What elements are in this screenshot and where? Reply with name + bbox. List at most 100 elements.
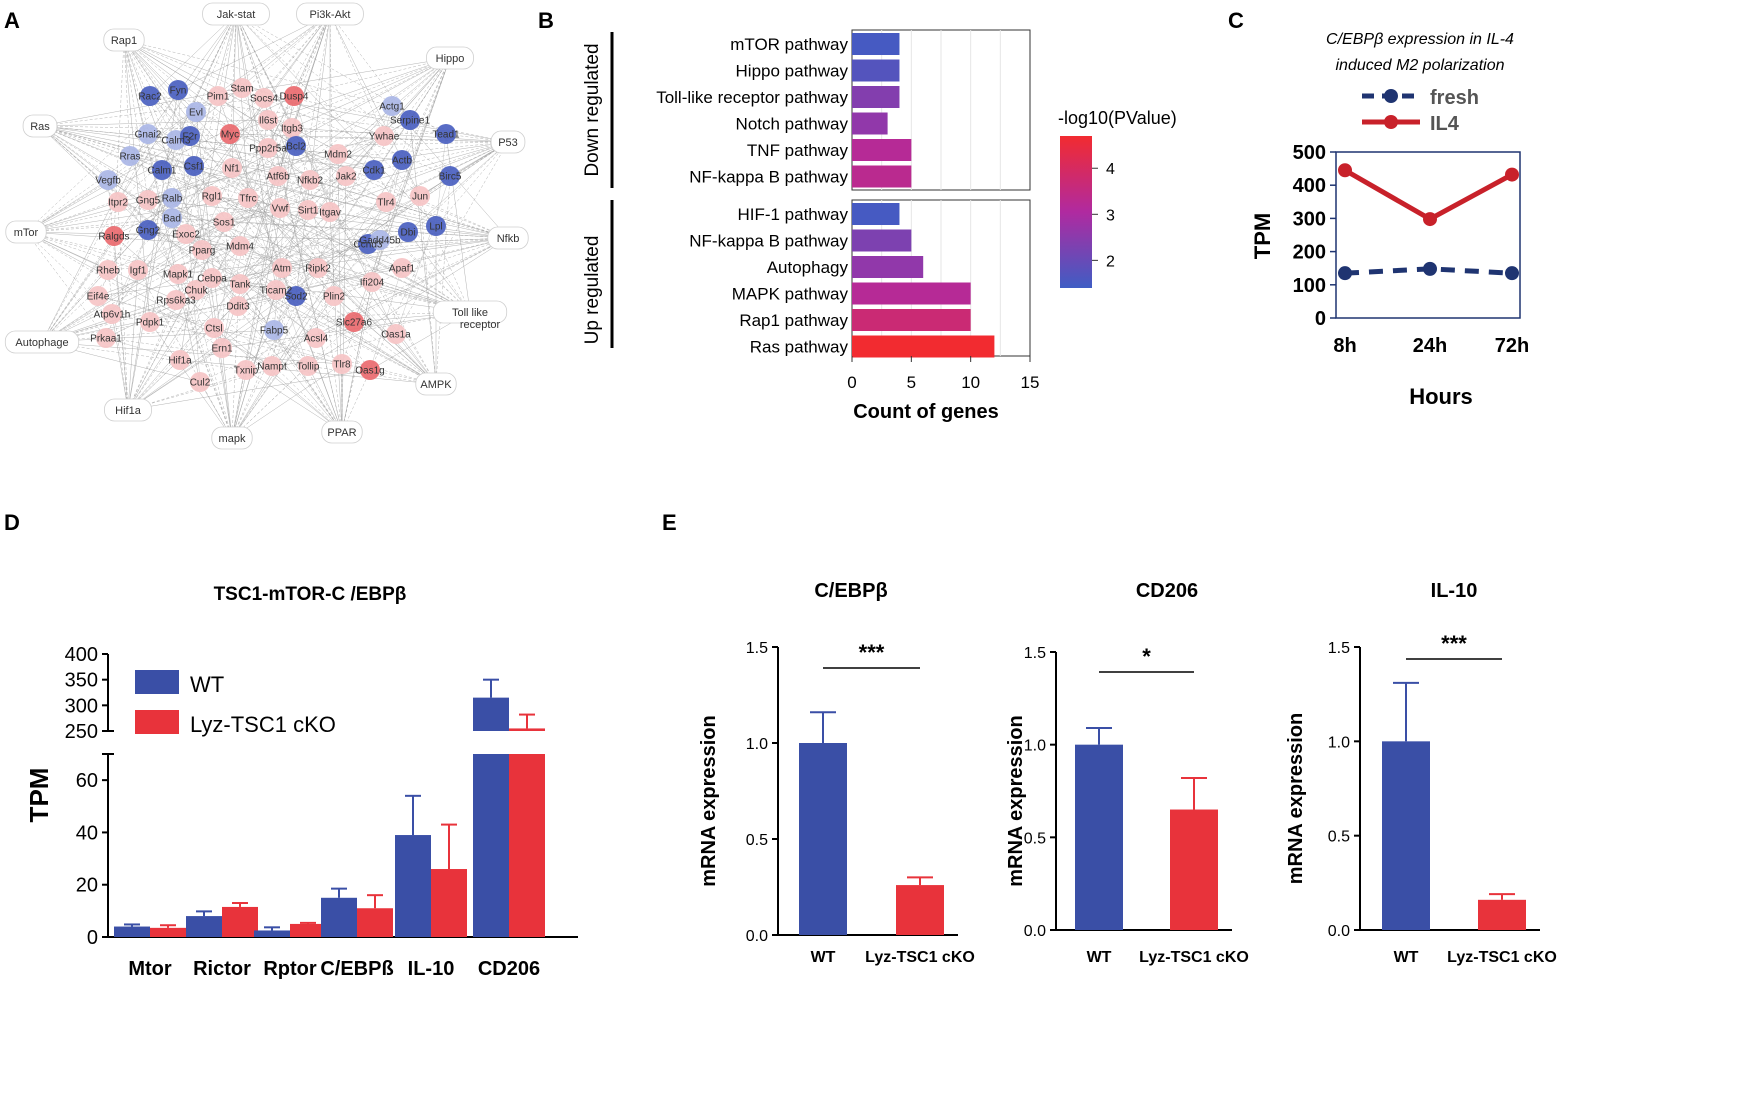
panel-label-c: C [1228, 8, 1244, 33]
network-edge [123, 39, 393, 107]
gene-node-ripk2 [308, 258, 328, 278]
gene-node-gnai2 [138, 124, 158, 144]
network-edge [275, 57, 451, 291]
gene-label-nampt: Nampt [257, 362, 287, 373]
bar-lyz-tsc1-cko [1170, 809, 1218, 930]
gene-node-gng5 [138, 190, 158, 210]
gene-node-ifi204 [362, 272, 382, 292]
gene-label-fyn: Fyn [170, 86, 187, 97]
network-edge [107, 269, 129, 411]
network-edge [217, 57, 451, 97]
network-edge [223, 57, 451, 223]
gene-label-exoc2: Exoc2 [172, 230, 200, 241]
y-tick-label: 1.0 [1328, 734, 1350, 751]
expression-line-chart: 0 100 200 300 400 500 8h 24h 72h Hours TPM [1250, 142, 1529, 409]
network-edge [239, 13, 331, 247]
pathway-bar [852, 335, 995, 358]
network-edge [341, 225, 437, 433]
significance-stars: *** [1441, 631, 1467, 656]
bar-lyz-tsc1-cko [150, 927, 186, 937]
x-axis-label: Hours [1409, 384, 1473, 409]
hub-node-p53 [490, 130, 526, 154]
category-label: Lyz-TSC1 cKO [1139, 949, 1249, 966]
gene-node-rheb [98, 260, 118, 280]
network-edge [245, 369, 343, 433]
network-edge [329, 13, 385, 137]
gene-label-dusp4: Dusp4 [280, 92, 309, 103]
gene-label-txnip: Txnip [234, 366, 259, 377]
hub-node-ras [22, 114, 58, 138]
gene-label-evl: Evl [189, 108, 203, 119]
gene-node-calm1 [152, 160, 172, 180]
y-axis-label: TPM [24, 768, 54, 823]
network-edge [41, 281, 373, 343]
legend-cko-swatch [135, 710, 179, 734]
hub-label-hippo: Hippo [436, 53, 465, 65]
gene-node-eif4e [88, 286, 108, 306]
gene-node-ticam2 [266, 280, 286, 300]
gene-label-plin2: Plin2 [323, 292, 346, 303]
network-edge [149, 311, 471, 323]
network-edge [113, 235, 343, 433]
network-edge [127, 269, 139, 411]
gene-label-tead1: Tead1 [432, 130, 460, 141]
hub-label-ppar: PPAR [327, 427, 356, 439]
colorbar [1060, 136, 1092, 288]
network-edge [213, 57, 451, 329]
network-edge [231, 105, 393, 439]
gene-node-prkaa1 [96, 328, 116, 348]
bar-wt [321, 897, 357, 937]
hub-node-pi3k-akt [296, 2, 364, 26]
network-edge [239, 283, 343, 433]
network-edge [39, 125, 311, 181]
network-edge [341, 57, 451, 365]
gene-node-ralb [162, 188, 182, 208]
network-edge [295, 141, 509, 147]
gene-label-rras: Rras [119, 152, 140, 163]
gene-node-oas1g [360, 360, 380, 380]
gene-node-chuk [186, 280, 206, 300]
colorbar-title: -log10(PValue) [1058, 108, 1177, 128]
bar-wt [254, 930, 290, 937]
gene-label-cebpa: Cebpa [197, 274, 227, 285]
gene-node-tead1 [436, 124, 456, 144]
network-edge [39, 125, 447, 135]
network-edge [127, 333, 397, 411]
network-edge [149, 13, 237, 97]
y-tick-label: 350 [65, 670, 98, 692]
network-edge [107, 179, 129, 411]
gene-node-tfrc [238, 188, 258, 208]
gene-node-actb [392, 150, 412, 170]
gene-label-igf1: Igf1 [130, 266, 147, 277]
y-axis-label: mRNA expression [1005, 715, 1027, 887]
network-edge [41, 235, 115, 343]
panel-label-d: D [4, 510, 20, 535]
bar-lyz-tsc1-cko [290, 923, 326, 937]
gene-node-rps6ka3 [166, 290, 186, 310]
hub-node-hippo [426, 46, 474, 70]
gene-label-oas1a: Oas1a [381, 330, 411, 341]
pathway-label: NF-kappa B pathway [689, 232, 848, 251]
gene-label-tank: Tank [229, 280, 251, 291]
network-edge [341, 119, 411, 433]
pathway-chart: mTOR pathway Hippo pathway Toll-like recep… [656, 29, 1039, 423]
network-edge [275, 141, 509, 291]
hub-node-mtor [5, 220, 47, 244]
y-tick-label: 500 [1293, 142, 1326, 164]
bar-wt [114, 926, 150, 937]
legend-cko-label: Lyz-TSC1 cKO [190, 712, 336, 737]
network-edge [127, 369, 371, 411]
network-edge [177, 273, 233, 439]
network-edge [111, 13, 331, 315]
network-edge [127, 211, 331, 411]
pathway-label: Ras pathway [750, 338, 849, 357]
significance-stars: * [1142, 644, 1151, 669]
gene-node-ywhae [374, 126, 394, 146]
network-edge [231, 365, 309, 439]
hub-node-rap1 [103, 28, 145, 52]
bar-wt [395, 835, 431, 937]
network-edge [201, 237, 509, 251]
network-edge [195, 111, 509, 239]
network-edge [271, 267, 319, 367]
network-edge [401, 159, 471, 313]
